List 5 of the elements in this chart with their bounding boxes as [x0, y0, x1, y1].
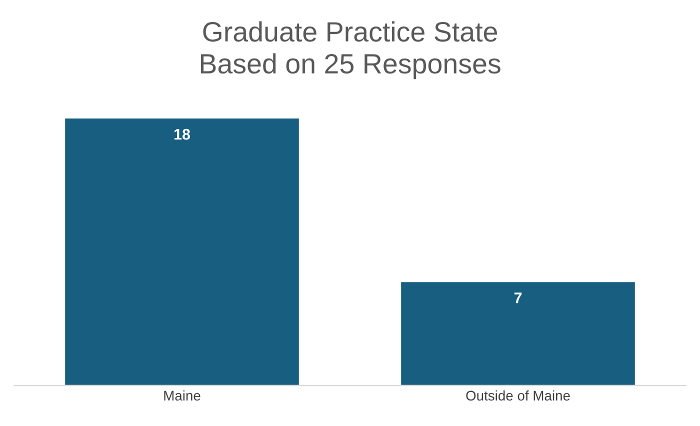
data-label: 18: [174, 128, 190, 140]
x-tick-label: Outside of Maine: [466, 390, 570, 401]
chart-title: Graduate Practice State Based on 25 Responses: [200, 21, 500, 80]
data-label: 7: [514, 292, 522, 304]
x-tick-label: Maine: [164, 390, 200, 401]
